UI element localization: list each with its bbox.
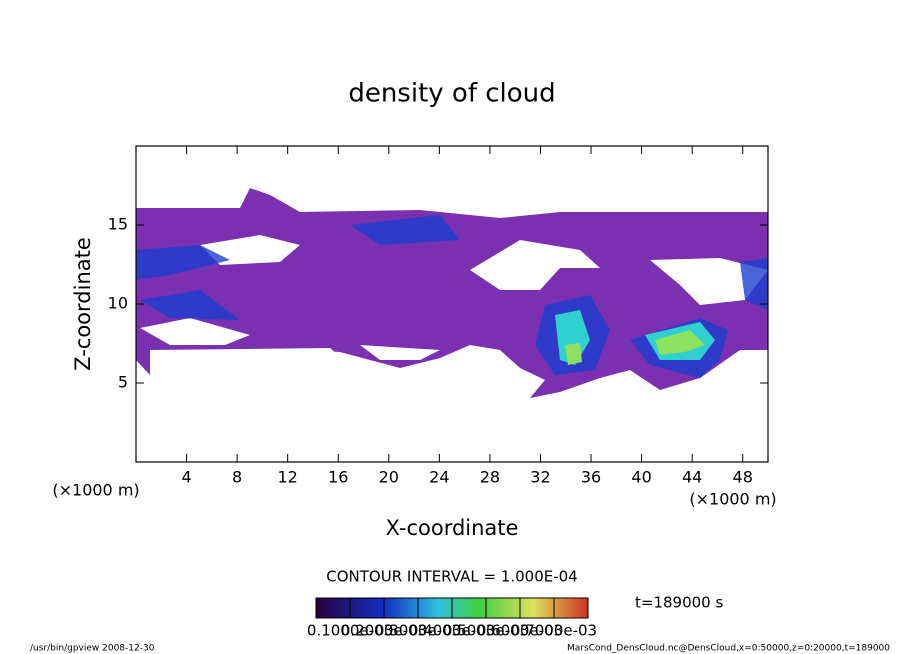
level-label: 0.5000e-03 <box>443 622 529 640</box>
footer-left: /usr/bin/gpview 2008-12-30 <box>30 644 155 654</box>
x-tick-label: 48 <box>733 468 753 487</box>
cloud-field <box>136 188 768 398</box>
level-label: 0.1000e-03 <box>307 622 393 640</box>
y-axis-label: Z-coordinate <box>71 237 95 371</box>
x-tick-label: 28 <box>480 468 500 487</box>
x-tick-label: 20 <box>379 468 399 487</box>
level-label: 0.4000e-03 <box>409 622 495 640</box>
level-label: 0.3000e-03 <box>375 622 461 640</box>
y-tick-label: 10 <box>108 294 128 313</box>
x-tick-label: 44 <box>682 468 702 487</box>
x-tick-label: 32 <box>530 468 550 487</box>
cloud-densest <box>565 330 705 365</box>
cloud-gap <box>140 235 768 375</box>
x-tick-label: 16 <box>328 468 348 487</box>
y-tick-label: 5 <box>118 373 128 392</box>
x-axis-label: X-coordinate <box>386 516 519 540</box>
chart-title: density of cloud <box>348 79 555 109</box>
footer-right: MarsCond_DensCloud.nc@DensCloud,x=0:5000… <box>567 644 890 654</box>
x-unit: (×1000 m) <box>689 490 776 509</box>
cloud-region <box>136 188 768 398</box>
y-tick-label: 15 <box>108 215 128 234</box>
x-tick-label: 8 <box>232 468 242 487</box>
level-label: 0.2000e-03 <box>341 622 427 640</box>
level-label: 0.7000e-03 <box>511 622 597 640</box>
x-tick-label: 24 <box>429 468 449 487</box>
x-tick-label: 4 <box>181 468 191 487</box>
time-label: t=189000 s <box>635 594 723 612</box>
x-tick-label: 12 <box>278 468 298 487</box>
x-unit-left: (×1000 m) <box>52 481 139 500</box>
cloud-dense <box>136 215 768 378</box>
level-label: 0.6000e-03 <box>477 622 563 640</box>
x-tick-label: 40 <box>631 468 651 487</box>
x-tick-label: 36 <box>581 468 601 487</box>
contour-note: CONTOUR INTERVAL = 1.000E-04 <box>326 568 577 586</box>
